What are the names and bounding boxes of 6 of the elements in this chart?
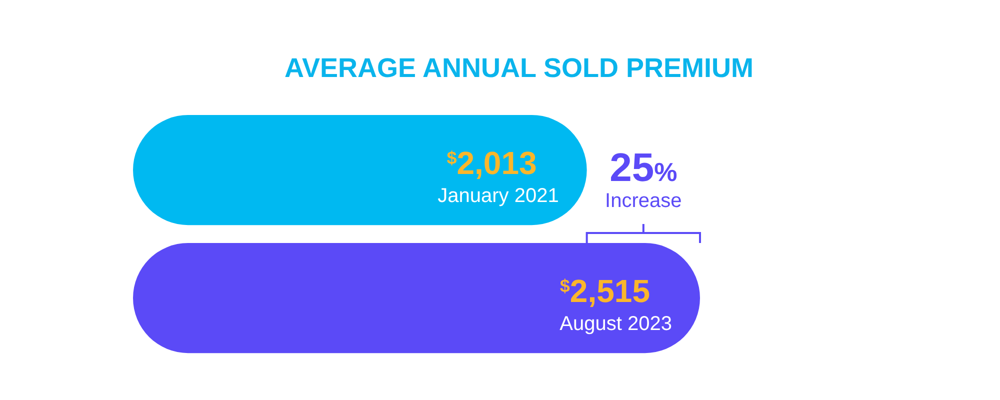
chart-title: AVERAGE ANNUAL SOLD PREMIUM (284, 53, 754, 83)
y-tick-label: January 2021 (438, 185, 559, 208)
annotation: 25% Increase (605, 146, 682, 212)
data-label: $^{$}$2,013 (446, 145, 537, 182)
data-label: $^{$}$2,515 (560, 273, 650, 310)
y-tick-label: August 2023 (560, 313, 672, 336)
